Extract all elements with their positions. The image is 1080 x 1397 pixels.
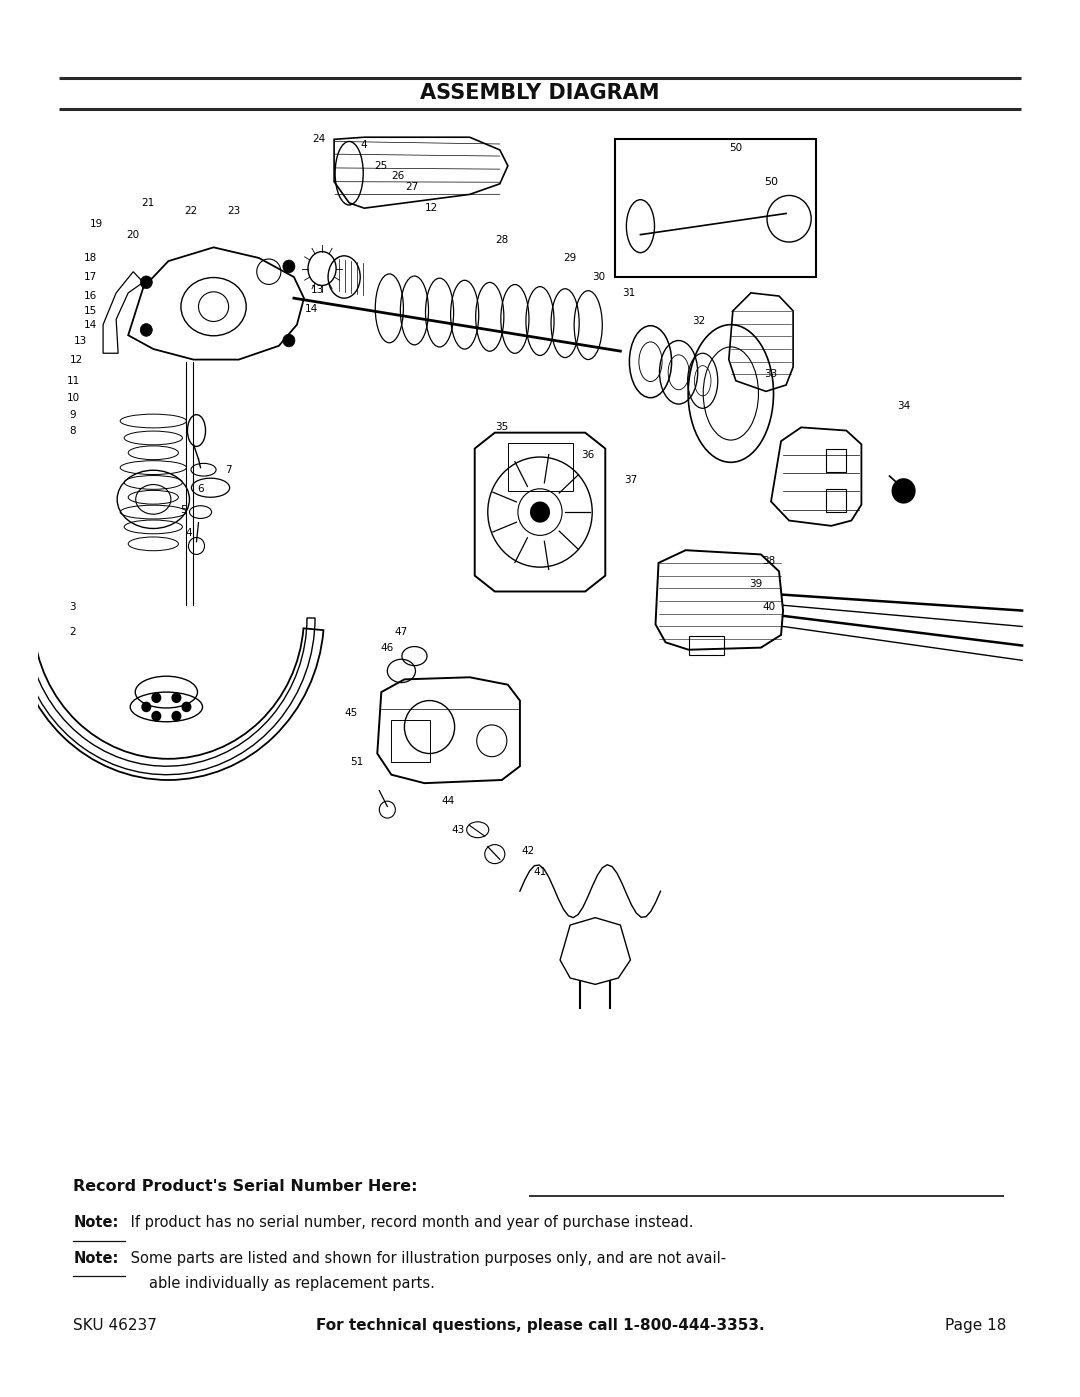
Circle shape	[530, 502, 550, 522]
Text: 21: 21	[141, 198, 154, 208]
Text: For technical questions, please call 1-800-444-3353.: For technical questions, please call 1-8…	[315, 1319, 765, 1333]
Circle shape	[172, 711, 181, 721]
Text: 37: 37	[624, 475, 637, 485]
Text: 46: 46	[381, 643, 394, 652]
Text: 13: 13	[73, 335, 86, 345]
Text: Record Product's Serial Number Here:: Record Product's Serial Number Here:	[73, 1179, 418, 1194]
Bar	[508, 443, 573, 490]
Text: 2: 2	[69, 627, 77, 637]
Circle shape	[283, 334, 295, 346]
Circle shape	[140, 277, 152, 289]
Bar	[616, 140, 816, 277]
Circle shape	[181, 701, 191, 712]
Circle shape	[151, 711, 161, 721]
Text: 31: 31	[622, 288, 635, 298]
Text: 18: 18	[83, 253, 96, 263]
Text: Some parts are listed and shown for illustration purposes only, and are not avai: Some parts are listed and shown for illu…	[126, 1250, 727, 1266]
Text: 40: 40	[762, 602, 775, 612]
Text: 3: 3	[69, 602, 77, 612]
Text: 24: 24	[312, 134, 326, 144]
Text: able individually as replacement parts.: able individually as replacement parts.	[149, 1275, 435, 1291]
Text: 51: 51	[351, 757, 364, 767]
Circle shape	[283, 260, 295, 272]
Text: 12: 12	[424, 203, 438, 214]
Text: 8: 8	[69, 426, 77, 436]
Text: Note:: Note:	[73, 1250, 119, 1266]
Text: 47: 47	[395, 627, 408, 637]
Text: 25: 25	[375, 161, 388, 170]
Bar	[689, 636, 724, 655]
Text: 50: 50	[729, 142, 742, 152]
Text: 15: 15	[83, 306, 96, 316]
Text: 4: 4	[185, 528, 192, 538]
Text: 14: 14	[305, 303, 318, 314]
Text: 9: 9	[69, 409, 77, 419]
Text: SKU 46237: SKU 46237	[73, 1319, 158, 1333]
Text: 20: 20	[126, 229, 139, 240]
Text: 17: 17	[83, 272, 96, 282]
Text: 30: 30	[592, 272, 605, 282]
Text: 11: 11	[66, 376, 80, 386]
Circle shape	[892, 478, 916, 503]
Text: 7: 7	[226, 465, 232, 475]
Text: 50: 50	[764, 176, 778, 187]
Text: 27: 27	[405, 182, 418, 191]
Bar	[826, 448, 847, 472]
Circle shape	[172, 693, 181, 703]
Text: 6: 6	[198, 483, 204, 493]
Text: 13: 13	[310, 285, 324, 295]
Bar	[391, 719, 430, 761]
Text: 43: 43	[451, 824, 464, 835]
Text: 14: 14	[83, 320, 96, 330]
Text: Note:: Note:	[73, 1215, 119, 1231]
Text: 10: 10	[66, 393, 80, 402]
Text: 12: 12	[69, 355, 82, 365]
Text: If product has no serial number, record month and year of purchase instead.: If product has no serial number, record …	[126, 1215, 693, 1231]
Text: 39: 39	[750, 580, 762, 590]
Text: 33: 33	[765, 369, 778, 380]
Text: 38: 38	[762, 556, 775, 566]
Text: 32: 32	[692, 317, 705, 327]
Text: 28: 28	[496, 235, 509, 244]
Text: 19: 19	[90, 219, 103, 229]
Text: 16: 16	[83, 291, 96, 302]
Circle shape	[151, 693, 161, 703]
Bar	[826, 489, 847, 513]
Text: 45: 45	[345, 708, 357, 718]
Text: 34: 34	[897, 401, 910, 411]
Text: 22: 22	[184, 207, 197, 217]
Text: 26: 26	[391, 172, 404, 182]
Text: Page 18: Page 18	[945, 1319, 1007, 1333]
Circle shape	[141, 701, 151, 712]
Text: 5: 5	[180, 504, 187, 515]
Circle shape	[140, 324, 152, 337]
Text: 4: 4	[361, 140, 367, 149]
Text: 44: 44	[441, 796, 455, 806]
Text: 35: 35	[496, 422, 509, 432]
Text: 36: 36	[582, 450, 595, 460]
Text: 23: 23	[227, 207, 240, 217]
Text: 42: 42	[522, 847, 535, 856]
Text: 29: 29	[564, 253, 577, 263]
Text: 41: 41	[534, 868, 546, 877]
Text: ASSEMBLY DIAGRAM: ASSEMBLY DIAGRAM	[420, 82, 660, 103]
